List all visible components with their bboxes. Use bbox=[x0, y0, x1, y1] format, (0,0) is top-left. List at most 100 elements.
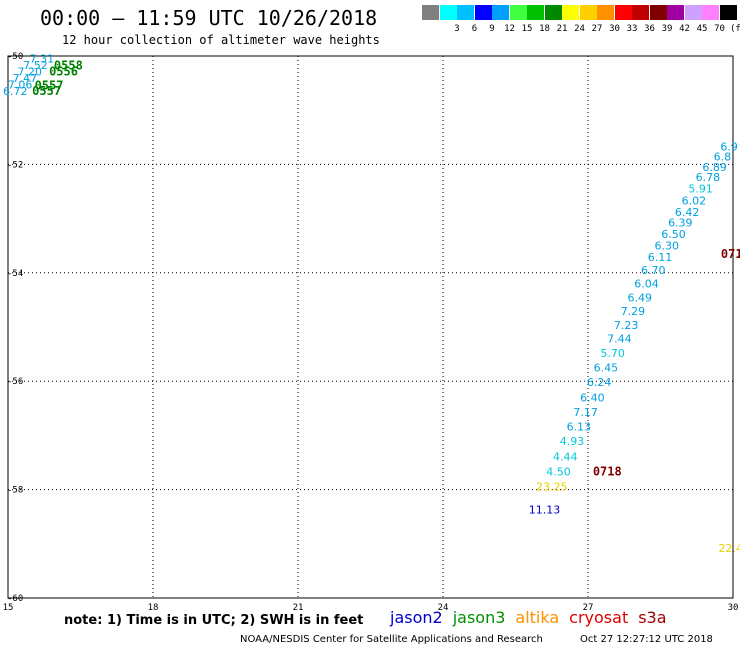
legend-unit: (ft) bbox=[730, 24, 740, 34]
legend-label: 18 bbox=[539, 24, 550, 34]
time-annotation: 0556 bbox=[49, 65, 78, 79]
wave-height-label: 6.45 bbox=[594, 361, 619, 374]
legend-swatch bbox=[649, 5, 667, 20]
wave-height-label: 6.30 bbox=[655, 239, 680, 252]
wave-height-label: 4.44 bbox=[553, 450, 578, 463]
time-annotation: 0558 bbox=[54, 59, 83, 73]
legend-swatch bbox=[544, 5, 562, 20]
legend-swatch bbox=[474, 5, 492, 20]
wave-height-label: 6.49 bbox=[627, 292, 652, 305]
legend-label: 21 bbox=[556, 24, 568, 34]
wave-height-label: 7.52 bbox=[23, 59, 48, 72]
time-annotation: 0557 bbox=[35, 79, 64, 93]
wave-height-label: 6.39 bbox=[668, 217, 693, 230]
y-tick-label: -54 bbox=[7, 269, 23, 279]
footer-timestamp: Oct 27 12:27:12 UTC 2018 bbox=[580, 634, 713, 645]
legend-label: 30 bbox=[609, 24, 620, 34]
plot-frame bbox=[7, 55, 734, 599]
legend-label: 3 bbox=[454, 24, 460, 34]
wave-height-label: 6.11 bbox=[648, 251, 673, 264]
wave-height-label: 7.44 bbox=[607, 333, 632, 346]
wave-height-label: 6.24 bbox=[587, 376, 612, 389]
legend-label: 36 bbox=[644, 24, 655, 34]
satellite-cryosat: cryosat bbox=[569, 608, 629, 627]
legend-label: 24 bbox=[574, 24, 585, 34]
wave-height-label: 7.31 bbox=[30, 53, 55, 66]
legend-swatch bbox=[492, 5, 509, 20]
legend-swatch bbox=[597, 5, 614, 20]
legend-label: 12 bbox=[504, 24, 515, 34]
x-tick-label: 15 bbox=[3, 603, 14, 613]
wave-height-label: 5.91 bbox=[688, 183, 713, 196]
chart-title: 00:00 — 11:59 UTC 10/26/2018 bbox=[40, 6, 378, 30]
legend-label: 6 bbox=[471, 24, 478, 34]
x-tick-label: 21 bbox=[293, 603, 304, 613]
chart-subtitle: 12 hour collection of altimeter wave hei… bbox=[62, 33, 380, 47]
footer-credit: NOAA/NESDIS Center for Satellite Applica… bbox=[240, 634, 543, 645]
time-annotation: 0557 bbox=[32, 84, 61, 98]
wave-height-label: 6.42 bbox=[675, 206, 700, 219]
legend-label: 33 bbox=[626, 24, 638, 34]
wave-height-label: 6.04 bbox=[634, 277, 659, 290]
wave-height-label: 22.4 bbox=[718, 542, 740, 555]
legend-swatch bbox=[579, 5, 597, 20]
wave-height-label: 6.8 bbox=[714, 151, 732, 164]
wave-height-label: 6.13 bbox=[567, 421, 592, 434]
satellite-s3a: s3a bbox=[638, 608, 667, 627]
wave-height-label: 23.25 bbox=[536, 481, 568, 494]
wave-height-label: 7.17 bbox=[573, 406, 598, 419]
y-tick-label: -58 bbox=[7, 486, 23, 496]
wave-height-label: 6.02 bbox=[682, 195, 707, 208]
wave-height-label: 7.47 bbox=[13, 72, 38, 85]
wave-height-label: 6.9 bbox=[720, 140, 738, 153]
legend-swatch bbox=[614, 5, 632, 20]
wave-height-label: 4.93 bbox=[560, 435, 585, 448]
y-tick-label: -56 bbox=[7, 377, 23, 387]
wave-height-label: 7.23 bbox=[614, 319, 639, 332]
x-tick-label: 24 bbox=[438, 603, 449, 613]
wave-height-label: 6.78 bbox=[696, 171, 721, 184]
legend-swatch bbox=[422, 5, 439, 20]
x-tick-label: 27 bbox=[583, 603, 594, 613]
y-tick-label: -60 bbox=[7, 594, 23, 604]
satellite-jason3: jason3 bbox=[452, 608, 506, 627]
time-annotation: 071 bbox=[721, 247, 740, 261]
time-annotation: 0718 bbox=[593, 465, 622, 479]
legend-swatch bbox=[684, 5, 702, 20]
wave-height-label: 6.50 bbox=[661, 228, 686, 241]
wave-height-label: 6.72 bbox=[3, 85, 28, 98]
wave-height-label: 7.29 bbox=[621, 305, 646, 318]
legend-swatch bbox=[439, 5, 457, 20]
legend-swatch bbox=[457, 5, 474, 20]
legend-swatch bbox=[527, 5, 544, 20]
legend-swatch bbox=[509, 5, 527, 20]
wave-height-label: 7.06 bbox=[8, 79, 33, 92]
legend-swatch bbox=[632, 5, 649, 20]
wave-height-label: 4.50 bbox=[546, 466, 571, 479]
legend-swatch bbox=[667, 5, 684, 20]
legend-label: 27 bbox=[591, 24, 603, 34]
legend-label: 39 bbox=[661, 24, 673, 34]
legend-swatch bbox=[702, 5, 719, 20]
x-tick-label: 18 bbox=[148, 603, 159, 613]
legend-label: 42 bbox=[679, 24, 690, 34]
x-tick-label: 30 bbox=[728, 603, 739, 613]
y-tick-label: -52 bbox=[7, 160, 23, 170]
y-tick-label: -50 bbox=[7, 52, 23, 62]
legend-label: 9 bbox=[489, 24, 495, 34]
legend-label: 15 bbox=[521, 24, 533, 34]
legend-label: 70 bbox=[714, 24, 725, 34]
satellite-legend: jason2 jason3 altika cryosat s3a bbox=[390, 608, 677, 627]
wave-height-label: 7.20 bbox=[18, 66, 43, 79]
wave-height-label: 6.89 bbox=[702, 161, 727, 174]
satellite-jason2: jason2 bbox=[390, 608, 443, 627]
legend-swatch bbox=[719, 5, 737, 20]
legend-label: 45 bbox=[696, 24, 708, 34]
satellite-altika: altika bbox=[515, 608, 560, 627]
wave-height-label: 6.70 bbox=[641, 264, 666, 277]
wave-height-label: 11.13 bbox=[529, 503, 561, 516]
wave-height-label: 6.40 bbox=[580, 391, 605, 404]
wave-height-label: 5.70 bbox=[600, 347, 625, 360]
footer-note: note: 1) Time is in UTC; 2) SWH is in fe… bbox=[64, 613, 364, 628]
